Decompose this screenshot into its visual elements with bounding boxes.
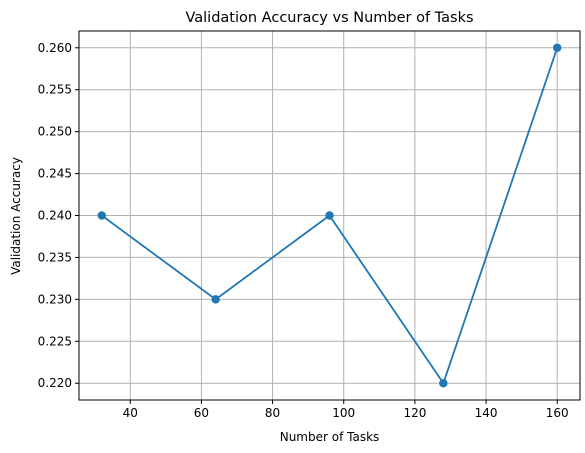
y-tick-label: 0.225 — [38, 334, 72, 348]
grid-lines — [79, 31, 580, 400]
x-tick-label: 120 — [403, 406, 426, 420]
x-tick-label: 40 — [123, 406, 138, 420]
y-tick-label: 0.240 — [38, 209, 72, 223]
data-point — [439, 379, 448, 388]
y-tick-label: 0.220 — [38, 376, 72, 390]
x-tick-label: 100 — [332, 406, 355, 420]
data-point — [211, 295, 220, 304]
y-tick-label: 0.245 — [38, 167, 72, 181]
data-point — [97, 211, 106, 220]
x-tick-label: 80 — [265, 406, 280, 420]
chart-title: Validation Accuracy vs Number of Tasks — [185, 10, 473, 26]
x-tick-label: 60 — [194, 406, 209, 420]
y-tick-label: 0.255 — [38, 83, 72, 97]
y-axis-label: Validation Accuracy — [9, 157, 23, 275]
tick-labels: 40 60 80 100 120 140 160 0.220 0.225 0.230 0.235 0.… — [38, 41, 569, 420]
axis-ticks — [75, 47, 558, 404]
y-tick-label: 0.235 — [38, 250, 72, 264]
data-point — [325, 211, 334, 220]
x-tick-label: 160 — [546, 406, 569, 420]
data-point — [553, 43, 562, 52]
series-layer — [97, 43, 562, 388]
y-tick-label: 0.230 — [38, 292, 72, 306]
x-axis-label: Number of Tasks — [280, 430, 380, 444]
x-tick-label: 140 — [475, 406, 498, 420]
y-tick-label: 0.260 — [38, 41, 72, 55]
y-tick-label: 0.250 — [38, 125, 72, 139]
